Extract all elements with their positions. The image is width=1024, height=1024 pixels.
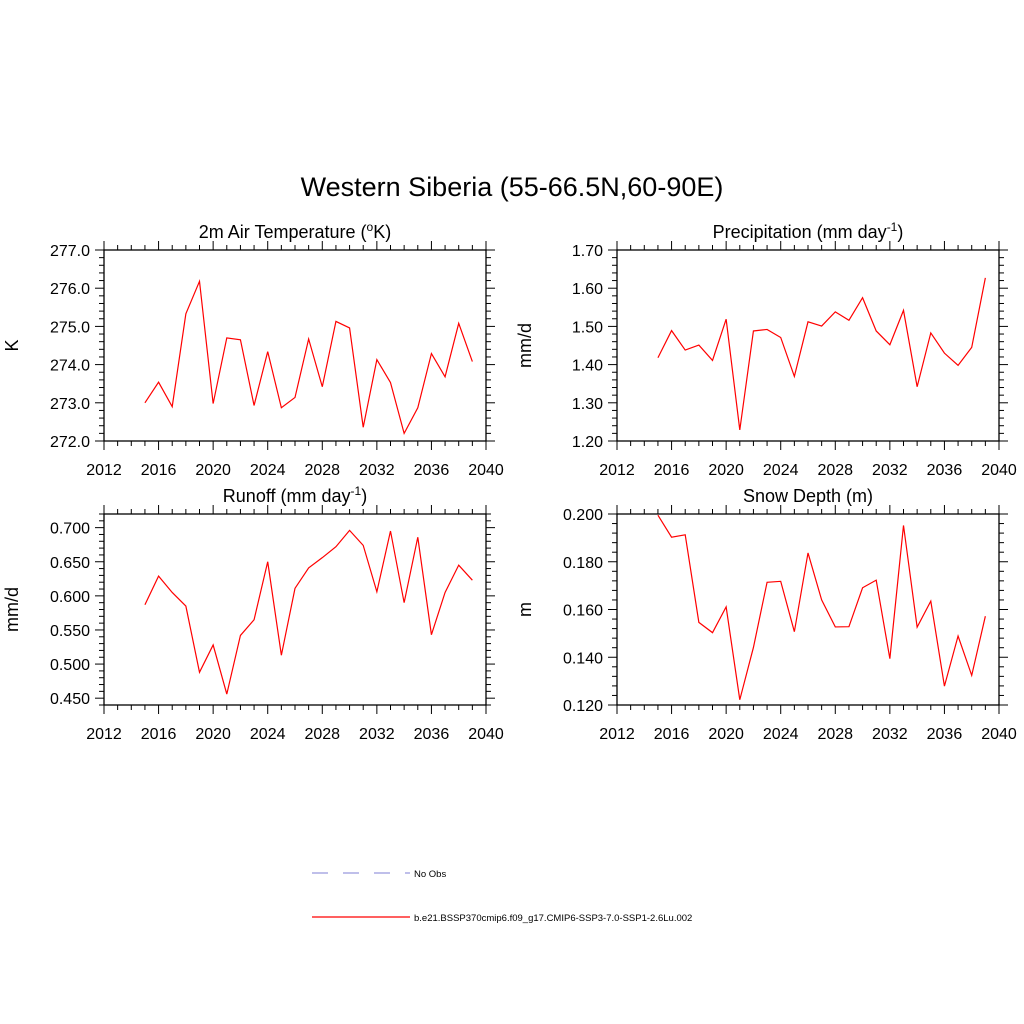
- y-tick-label: 1.20: [572, 434, 603, 451]
- panels: 2m Air Temperature (oK) K 2012 2016 2020 2024…: [2, 220, 1017, 743]
- y-tick-label: 1.30: [572, 396, 603, 413]
- panel-title-after: K): [373, 222, 391, 242]
- x-tick-label: 2012: [86, 462, 122, 479]
- x-tick-label: 2032: [359, 462, 395, 479]
- series-line: [657, 514, 986, 700]
- y-tick-label: 0.550: [50, 623, 90, 640]
- x-tick-label: 2036: [927, 462, 963, 479]
- panel-title-main: 2m Air Temperature (: [199, 222, 367, 242]
- series-line: [144, 278, 473, 435]
- chart-panel-2: Precipitation (mm day-1) mm/d 2012 2016 2020…: [515, 220, 1017, 479]
- x-tick-label: 2032: [872, 462, 908, 479]
- x-tick-label: 2016: [654, 462, 690, 479]
- y-tick-label: 277.0: [50, 243, 90, 260]
- panel-title-main: Precipitation (mm day: [713, 222, 887, 242]
- panel-title-main: Snow Depth (m): [743, 486, 873, 506]
- panel-title: 2m Air Temperature (oK): [199, 220, 391, 242]
- plot-frame: [616, 513, 1000, 706]
- x-tick-label: 2036: [927, 726, 963, 743]
- x-tick-label: 2032: [359, 726, 395, 743]
- y-axis-label: mm/d: [515, 323, 535, 368]
- y-tick-label: 274.0: [50, 358, 90, 375]
- legend-item: No Obs: [312, 869, 446, 880]
- x-tick-label: 2020: [708, 726, 744, 743]
- y-tick-label: 0.500: [50, 657, 90, 674]
- x-tick-label: 2040: [981, 726, 1017, 743]
- x-tick-label: 2024: [250, 726, 286, 743]
- y-tick-label: 1.50: [572, 319, 603, 336]
- y-tick-label: 0.700: [50, 521, 90, 538]
- chart-panel-4: Snow Depth (m) m 2012 2016 2020 2024 2028 2032 2…: [515, 486, 1017, 743]
- y-axis-label: mm/d: [2, 587, 22, 632]
- x-tick-label: 2024: [763, 462, 799, 479]
- x-tick-label: 2012: [599, 726, 635, 743]
- x-tick-label: 2016: [141, 462, 177, 479]
- series-line: [657, 277, 986, 431]
- x-tick-label: 2024: [763, 726, 799, 743]
- chart-panel-1: 2m Air Temperature (oK) K 2012 2016 2020 2024…: [2, 220, 504, 479]
- y-tick-label: 0.450: [50, 691, 90, 708]
- legend-label: b.e21.BSSP370cmip6.f09_g17.CMIP6-SSP3-7.…: [414, 913, 692, 924]
- x-tick-label: 2028: [304, 462, 340, 479]
- panel-title-after: ): [897, 222, 903, 242]
- x-tick-label: 2020: [708, 462, 744, 479]
- x-tick-label: 2016: [654, 726, 690, 743]
- series-line: [144, 529, 473, 695]
- y-tick-label: 275.0: [50, 319, 90, 336]
- x-tick-label: 2040: [981, 462, 1017, 479]
- y-tick-label: 272.0: [50, 434, 90, 451]
- x-tick-label: 2012: [599, 462, 635, 479]
- legend-item: b.e21.BSSP370cmip6.f09_g17.CMIP6-SSP3-7.…: [312, 913, 692, 924]
- panel-title-sup: -1: [887, 220, 898, 234]
- x-tick-label: 2040: [468, 462, 504, 479]
- x-tick-label: 2028: [817, 462, 853, 479]
- y-tick-label: 0.600: [50, 589, 90, 606]
- panel-title-sup: o: [367, 220, 374, 234]
- x-tick-label: 2036: [414, 726, 450, 743]
- chart-panel-3: Runoff (mm day-1) mm/d 2012 2016 2020 2024 202…: [2, 484, 504, 743]
- x-tick-label: 2020: [195, 462, 231, 479]
- plot-frame: [616, 249, 1000, 442]
- x-tick-label: 2036: [414, 462, 450, 479]
- legend-label: No Obs: [414, 869, 446, 880]
- y-tick-label: 276.0: [50, 281, 90, 298]
- x-tick-label: 2016: [141, 726, 177, 743]
- y-tick-label: 1.60: [572, 281, 603, 298]
- y-tick-label: 0.140: [563, 650, 603, 667]
- y-tick-label: 0.650: [50, 555, 90, 572]
- plot-frame: [103, 249, 487, 442]
- panel-title: Snow Depth (m): [743, 486, 873, 506]
- y-tick-label: 273.0: [50, 396, 90, 413]
- y-axis-label: m: [515, 602, 535, 617]
- y-tick-label: 0.160: [563, 603, 603, 620]
- y-tick-label: 1.40: [572, 358, 603, 375]
- x-tick-label: 2028: [304, 726, 340, 743]
- x-tick-label: 2024: [250, 462, 286, 479]
- x-tick-label: 2020: [195, 726, 231, 743]
- x-tick-label: 2028: [817, 726, 853, 743]
- y-tick-label: 1.70: [572, 243, 603, 260]
- x-tick-label: 2040: [468, 726, 504, 743]
- y-tick-label: 0.200: [563, 507, 603, 524]
- y-tick-label: 0.120: [563, 698, 603, 715]
- legend: No Obs b.e21.BSSP370cmip6.f09_g17.CMIP6-S…: [312, 869, 692, 924]
- panel-title: Runoff (mm day-1): [223, 484, 367, 506]
- y-tick-label: 0.180: [563, 555, 603, 572]
- y-axis-label: K: [2, 339, 22, 351]
- panel-title-main: Runoff (mm day: [223, 486, 351, 506]
- plot-frame: [103, 513, 487, 706]
- panel-title-after: ): [361, 486, 367, 506]
- figure-title: Western Siberia (55-66.5N,60-90E): [301, 172, 724, 202]
- panel-title-sup: -1: [351, 484, 362, 498]
- x-tick-label: 2032: [872, 726, 908, 743]
- panel-title: Precipitation (mm day-1): [713, 220, 904, 242]
- x-tick-label: 2012: [86, 726, 122, 743]
